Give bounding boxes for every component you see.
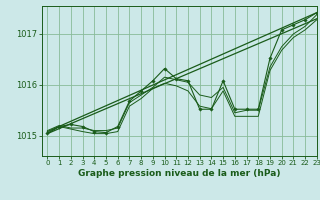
X-axis label: Graphe pression niveau de la mer (hPa): Graphe pression niveau de la mer (hPa) xyxy=(78,169,280,178)
